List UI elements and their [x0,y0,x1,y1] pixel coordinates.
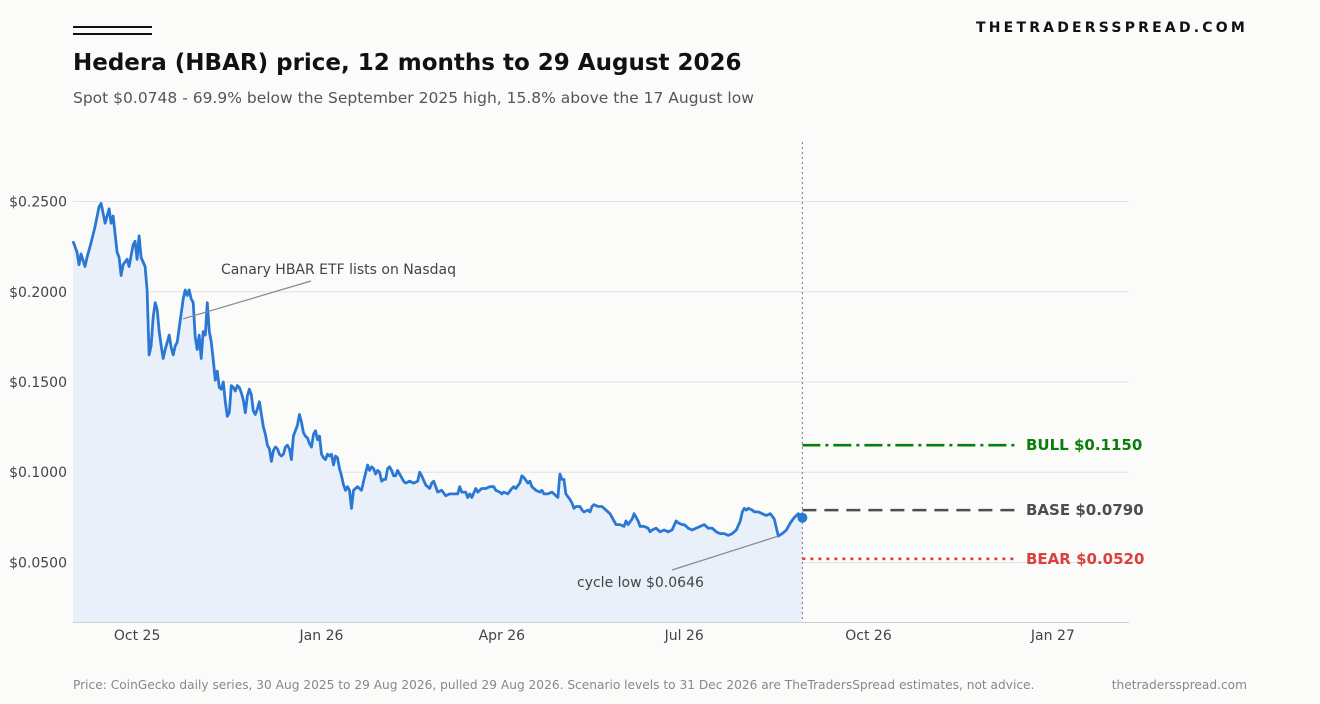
today-marker [797,142,808,622]
y-tick-label: $0.1500 [9,375,67,391]
etf-annotation: Canary HBAR ETF lists on Nasdaq [221,262,456,278]
y-axis: $0.0500 $0.1000 $0.1500 $0.2000 $0.2500 [9,195,1129,623]
spot-dot [797,512,808,523]
x-tick-label: Jul 26 [664,628,704,644]
price-line [71,202,804,538]
x-tick-label: Jan 26 [299,628,344,644]
y-tick-label: $0.2000 [9,285,67,301]
bear-scenario-label: BEAR $0.0520 [1026,550,1144,568]
chart-footer: Price: CoinGecko daily series, 30 Aug 20… [73,678,1247,692]
y-tick-label: $0.2500 [9,195,67,211]
y-tick-label: $0.1000 [9,465,67,481]
bull-scenario-label: BULL $0.1150 [1026,436,1142,454]
y-tick-label: $0.0500 [9,555,67,571]
x-tick-label: Oct 25 [114,628,160,644]
x-tick-label: Jan 27 [1030,628,1075,644]
chart-title: Hedera (HBAR) price, 12 months to 29 Aug… [73,50,742,76]
annotations: Canary HBAR ETF lists on Nasdaq cycle low… [183,262,779,591]
header-rule [73,26,152,36]
footer-site-link[interactable]: thetradersspread.com [1111,678,1247,692]
grid-lines [73,201,1129,563]
cycle-low-callout-line [671,535,779,571]
price-area [73,203,803,622]
x-tick-label: Oct 26 [845,628,892,644]
chart-subtitle: Spot $0.0748 - 69.9% below the September… [73,89,754,107]
source-note: Price: CoinGecko daily series, 30 Aug 20… [73,678,1035,692]
etf-callout-line [183,280,312,320]
scenario-levels: BULL $0.1150 BASE $0.0790 BEAR $0.0520 [802,436,1144,568]
x-tick-label: Apr 26 [479,628,526,644]
x-axis: Oct 25 Jan 26 Apr 26 Jul 26 Oct 26 Jan 27 [114,628,1075,644]
cycle-low-annotation: cycle low $0.0646 [577,575,704,591]
brand-wordmark[interactable]: THETRADERSSPREAD.COM [976,20,1248,36]
base-scenario-label: BASE $0.0790 [1026,501,1144,519]
